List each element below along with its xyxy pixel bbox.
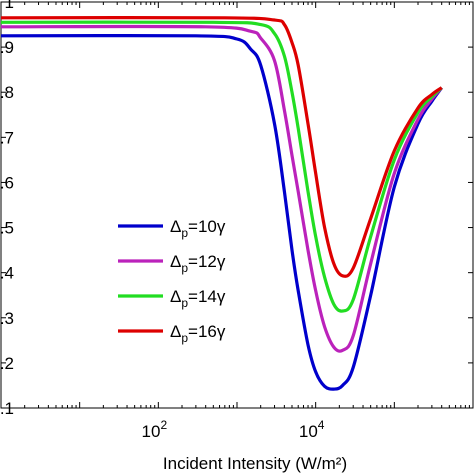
series-line-3: [0, 20, 443, 313]
legend-label-1: Δp=10γ: [170, 217, 226, 240]
legend-label-2: Δp=12γ: [170, 252, 226, 275]
legend-label-4: Δp=16γ: [170, 322, 226, 345]
x-axis-label: Incident Intensity (W/m²): [163, 454, 347, 473]
y-tick-label: .1: [0, 399, 14, 418]
y-tick-label: .5: [0, 219, 14, 238]
x-tick-label: 104: [299, 418, 325, 441]
y-tick-label: .8: [0, 83, 14, 102]
y-tick-label: .6: [0, 173, 14, 192]
legend: Δp=10γ Δp=12γ Δp=14γ Δp=16γ: [118, 217, 226, 345]
x-tick-label: 102: [142, 418, 168, 441]
plot-border: [0, 1, 474, 409]
y-tick-label: .2: [0, 354, 14, 373]
y-tick-label: .4: [0, 264, 14, 283]
y-tick-label: .3: [0, 309, 14, 328]
series-lines: [0, 16, 444, 391]
y-tick-label: .7: [0, 128, 14, 147]
y-tick-label: 1: [5, 0, 14, 12]
legend-label-3: Δp=14γ: [170, 287, 226, 310]
y-axis: .1 .2 .3 .4 .5 .6 .7 .8 .9 1: [0, 0, 473, 418]
series-line-2: [0, 24, 443, 353]
y-tick-label: .9: [0, 38, 14, 57]
series-line-4: [0, 16, 443, 278]
series-line-1: [0, 33, 444, 391]
plot-frame: [0, 1, 474, 409]
x-axis: 102 104: [24, 2, 470, 441]
